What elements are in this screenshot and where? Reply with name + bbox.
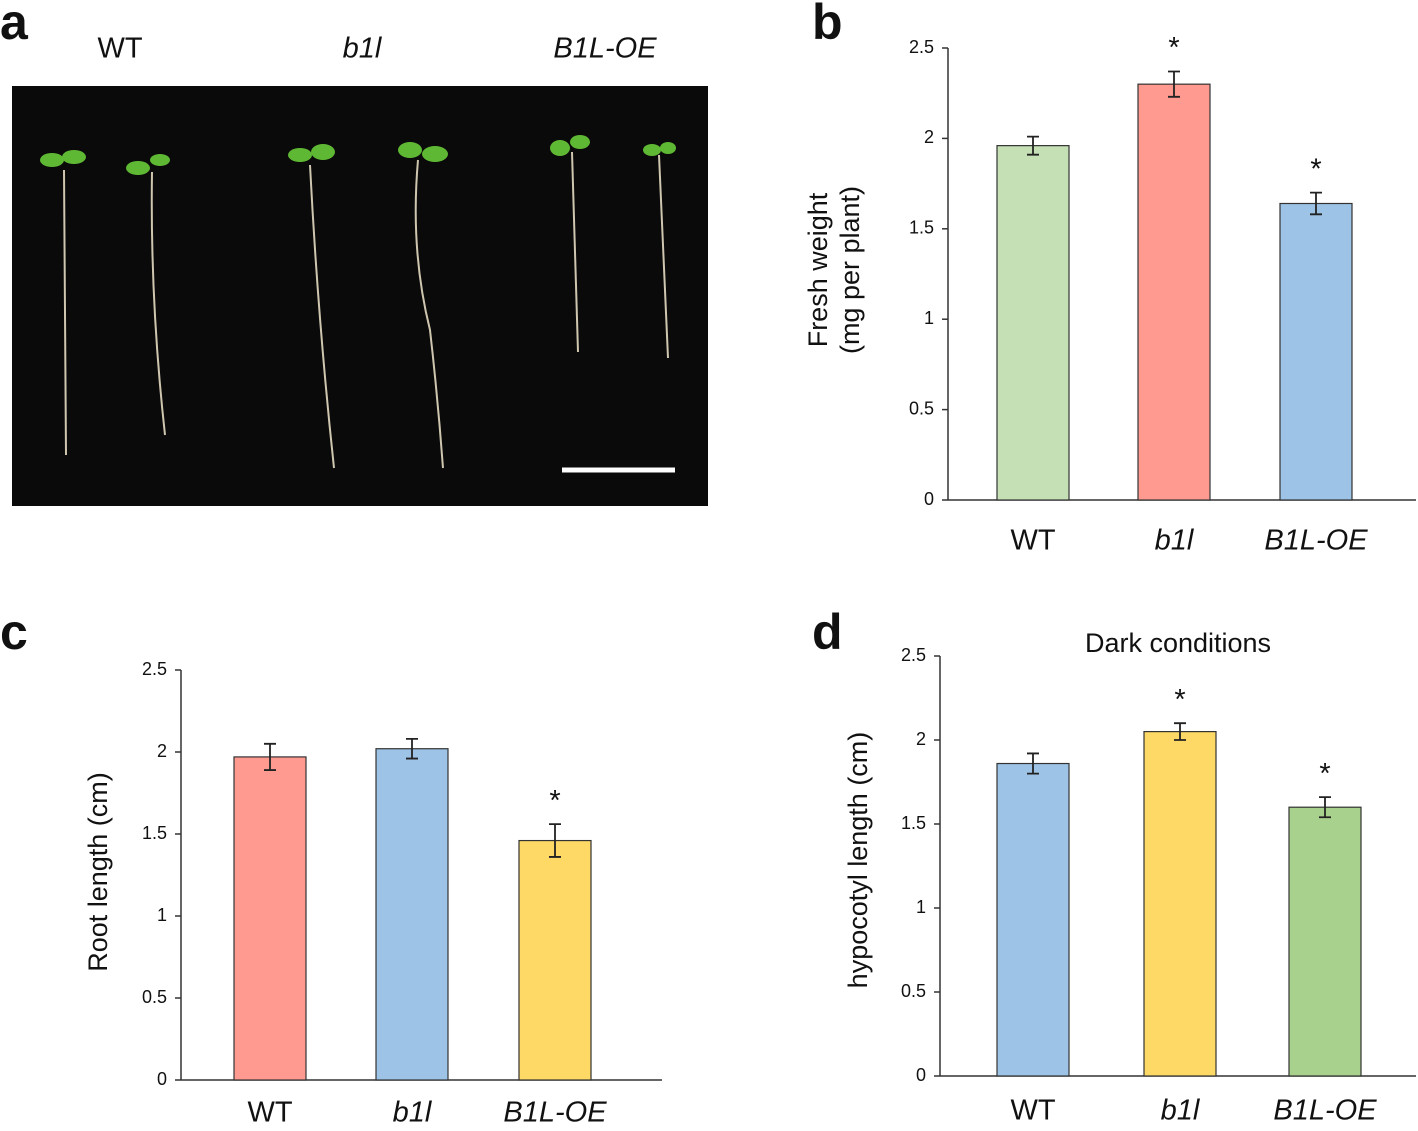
- bar: [233, 756, 307, 1081]
- y-tick-label: 2.5: [142, 659, 167, 679]
- error-bar: [1027, 752, 1039, 775]
- error-bar: [1168, 70, 1180, 98]
- panel-letter: b: [812, 0, 843, 50]
- seedling-photo: [12, 86, 708, 506]
- bar: [1143, 730, 1217, 1077]
- panel-letter: d: [812, 604, 843, 660]
- y-tick-label: 2.5: [909, 37, 934, 57]
- y-tick-label: 2.5: [901, 645, 926, 665]
- y-tick-label: 0: [157, 1069, 167, 1089]
- error-bar: [549, 823, 561, 858]
- bar: [996, 145, 1070, 501]
- y-tick-label: 2: [916, 729, 926, 749]
- x-tick-label: b1l: [1161, 1095, 1201, 1127]
- y-tick-label: 1.5: [901, 813, 926, 833]
- x-tick-label: b1l: [393, 1097, 433, 1129]
- bar: [1279, 202, 1353, 501]
- photo-label: WT: [97, 33, 142, 65]
- x-tick-label: WT: [1010, 525, 1055, 557]
- x-tick-label: B1L-OE: [1264, 525, 1368, 557]
- significance-mark: *: [1174, 684, 1185, 716]
- y-tick-label: 0.5: [901, 981, 926, 1001]
- y-axis-label: Fresh weight: [803, 192, 833, 347]
- photo-label: b1l: [343, 33, 383, 65]
- error-bar: [1319, 796, 1331, 819]
- y-tick-label: 0.5: [909, 398, 934, 418]
- x-tick-label: B1L-OE: [1273, 1095, 1377, 1127]
- y-tick-label: 1: [157, 905, 167, 925]
- y-tick-label: 0: [924, 489, 934, 509]
- y-tick-label: 0: [916, 1065, 926, 1085]
- y-axis-label: hypocotyl length (cm): [843, 732, 873, 989]
- x-tick-label: WT: [247, 1097, 292, 1129]
- y-tick-label: 2: [157, 741, 167, 761]
- photo-label: B1L-OE: [553, 33, 657, 65]
- panel-letter: c: [0, 604, 28, 660]
- x-tick-label: B1L-OE: [503, 1097, 607, 1129]
- error-bar: [1310, 191, 1322, 216]
- bar: [1137, 83, 1211, 501]
- y-tick-label: 0.5: [142, 987, 167, 1007]
- chart-title: Dark conditions: [1085, 628, 1271, 658]
- error-bar: [406, 737, 418, 760]
- y-tick-label: 1: [916, 897, 926, 917]
- bar: [518, 839, 592, 1081]
- y-axis-label: Root length (cm): [83, 772, 113, 972]
- bar: [375, 748, 449, 1081]
- x-tick-label: b1l: [1155, 525, 1195, 557]
- y-tick-label: 1.5: [142, 823, 167, 843]
- significance-mark: *: [1168, 32, 1179, 64]
- panel-letter: a: [0, 0, 29, 50]
- x-tick-label: WT: [1010, 1095, 1055, 1127]
- significance-mark: *: [1319, 758, 1330, 790]
- y-axis-label: (mg per plant): [835, 186, 865, 354]
- y-tick-label: 1: [924, 308, 934, 328]
- y-tick-label: 1.5: [909, 218, 934, 238]
- bar: [996, 762, 1070, 1077]
- bar: [1288, 806, 1362, 1077]
- error-bar: [264, 742, 276, 771]
- error-bar: [1174, 722, 1186, 741]
- error-bar: [1027, 135, 1039, 156]
- y-tick-label: 2: [924, 127, 934, 147]
- significance-mark: *: [549, 785, 560, 817]
- significance-mark: *: [1310, 153, 1321, 185]
